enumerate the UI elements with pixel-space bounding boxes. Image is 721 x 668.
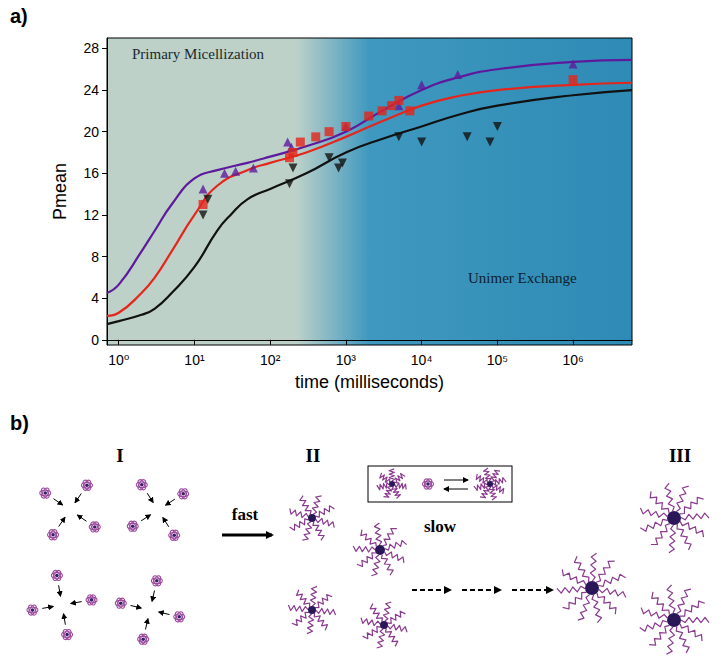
svg-text:III: III [669,445,691,466]
svg-text:10⁵: 10⁵ [487,352,508,368]
svg-text:24: 24 [83,82,99,98]
svg-text:Pmean: Pmean [50,163,70,220]
svg-text:0: 0 [91,332,99,348]
svg-text:10²: 10² [260,352,281,368]
svg-text:b): b) [10,412,29,434]
svg-text:10⁴: 10⁴ [411,352,433,368]
svg-text:10⁰: 10⁰ [108,352,130,368]
svg-text:time (milliseconds): time (milliseconds) [295,372,444,392]
svg-text:20: 20 [83,124,99,140]
svg-text:8: 8 [91,249,99,265]
svg-text:Unimer Exchange: Unimer Exchange [468,270,577,286]
svg-text:10³: 10³ [336,352,357,368]
svg-text:10¹: 10¹ [184,352,205,368]
svg-text:Primary Micellization: Primary Micellization [132,46,265,62]
svg-text:fast: fast [232,505,259,524]
svg-text:28: 28 [83,40,99,56]
svg-text:4: 4 [91,290,99,306]
svg-text:12: 12 [83,207,99,223]
svg-text:16: 16 [83,165,99,181]
svg-text:10⁶: 10⁶ [562,352,583,368]
svg-text:II: II [306,445,321,466]
svg-text:I: I [116,445,123,466]
svg-text:a): a) [10,5,28,27]
svg-text:slow: slow [424,517,457,536]
